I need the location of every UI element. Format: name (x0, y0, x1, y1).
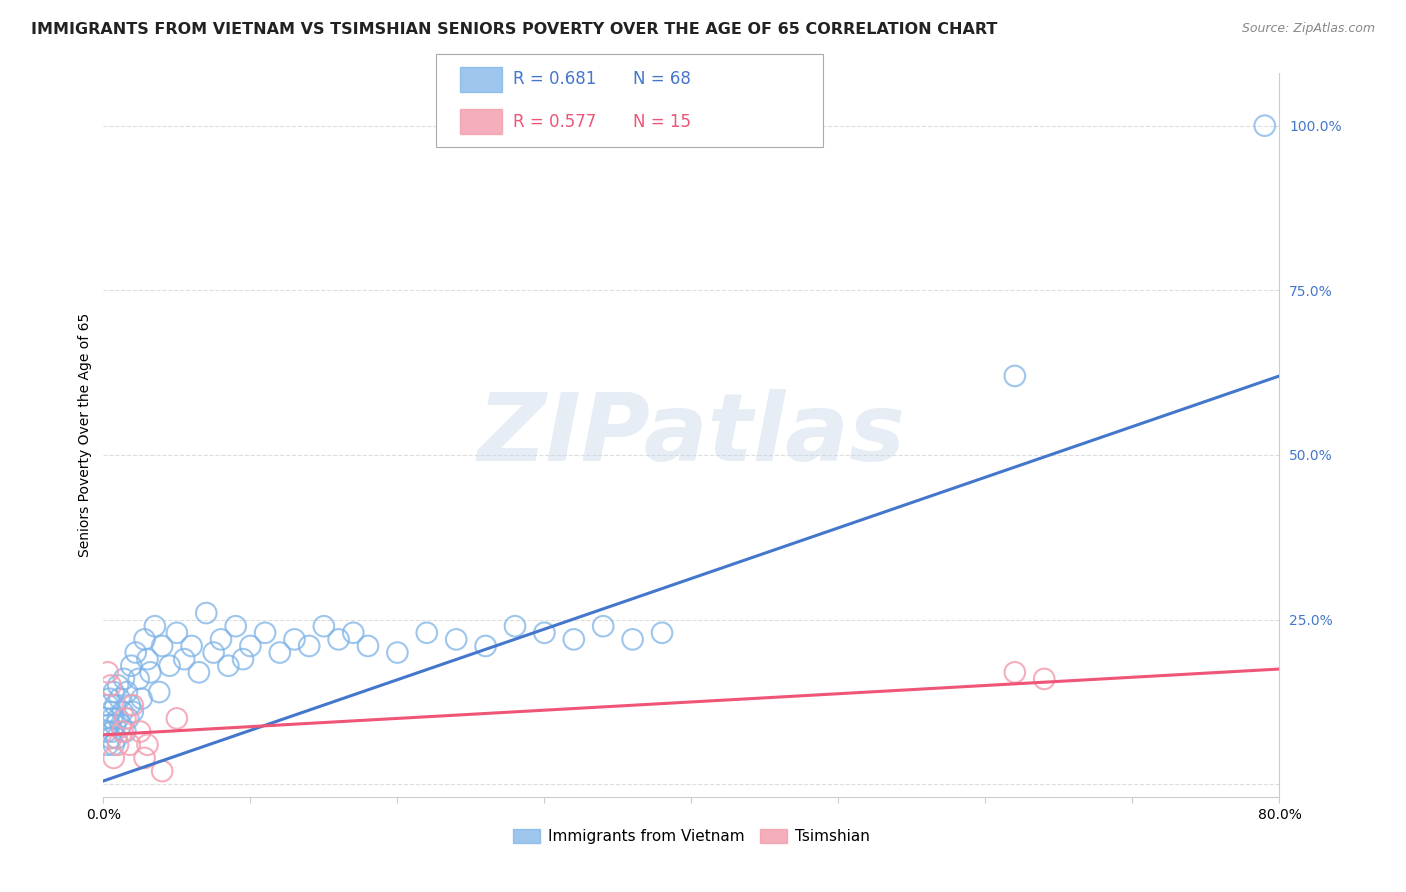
Point (134, 751, 156, 765)
Point (118, 698, 141, 713)
Point (129, 724, 152, 739)
Point (111, 724, 134, 739)
Point (357, 639, 380, 653)
Point (100, 731, 122, 746)
Point (100, 705, 122, 719)
Text: R = 0.681: R = 0.681 (513, 70, 596, 88)
Point (121, 705, 143, 719)
Point (111, 705, 134, 719)
Point (143, 619, 166, 633)
Point (1004, 665, 1026, 680)
Point (232, 652, 254, 666)
Point (187, 665, 209, 680)
Point (94, 711, 117, 725)
Point (104, 698, 127, 713)
Point (651, 625, 673, 640)
Point (136, 738, 159, 752)
Point (416, 625, 439, 640)
Point (118, 738, 141, 752)
Point (100, 678, 122, 692)
Point (387, 646, 409, 660)
Point (97, 698, 120, 713)
Text: IMMIGRANTS FROM VIETNAM VS TSIMSHIAN SENIORS POVERTY OVER THE AGE OF 65 CORRELAT: IMMIGRANTS FROM VIETNAM VS TSIMSHIAN SEN… (31, 22, 997, 37)
Y-axis label: Seniors Poverty Over the Age of 65: Seniors Poverty Over the Age of 65 (79, 313, 93, 558)
Point (114, 724, 136, 739)
Point (1033, 672, 1056, 686)
Point (1004, 368, 1026, 383)
Point (120, 658, 142, 673)
Legend: Immigrants from Vietnam, Tsimshian: Immigrants from Vietnam, Tsimshian (513, 829, 870, 844)
Point (110, 718, 132, 732)
Point (592, 619, 614, 633)
Point (269, 646, 291, 660)
Point (148, 685, 170, 699)
Point (131, 691, 153, 706)
Point (96, 724, 118, 739)
Point (114, 711, 136, 725)
Point (107, 738, 129, 752)
Point (108, 691, 131, 706)
Point (125, 646, 148, 660)
Text: N = 68: N = 68 (633, 70, 690, 88)
Point (128, 672, 150, 686)
Point (121, 698, 143, 713)
Point (107, 678, 129, 692)
Point (254, 625, 277, 640)
Point (98, 718, 121, 732)
Point (166, 625, 188, 640)
Point (166, 711, 188, 725)
Text: ZIPatlas: ZIPatlas (478, 389, 905, 481)
Point (562, 632, 585, 647)
Point (173, 652, 195, 666)
Point (101, 724, 124, 739)
Point (180, 639, 202, 653)
Point (97, 665, 120, 680)
Point (239, 639, 262, 653)
Point (342, 625, 364, 640)
Point (1254, 119, 1277, 133)
Point (134, 632, 156, 647)
Point (150, 764, 173, 778)
Point (217, 658, 239, 673)
Point (503, 619, 526, 633)
Point (474, 639, 496, 653)
Point (328, 632, 350, 647)
Point (159, 658, 181, 673)
Point (225, 619, 247, 633)
Point (621, 632, 644, 647)
Point (150, 639, 173, 653)
Point (202, 646, 225, 660)
Point (444, 632, 467, 647)
Point (98, 691, 121, 706)
Point (117, 711, 139, 725)
Point (139, 665, 162, 680)
Text: Source: ZipAtlas.com: Source: ZipAtlas.com (1241, 22, 1375, 36)
Point (101, 711, 124, 725)
Point (195, 606, 218, 620)
Point (209, 632, 232, 647)
Point (103, 738, 125, 752)
Point (105, 731, 128, 746)
Point (298, 639, 321, 653)
Point (283, 632, 305, 647)
Point (103, 751, 125, 765)
Point (136, 652, 159, 666)
Point (104, 718, 127, 732)
Point (312, 619, 335, 633)
Text: R = 0.577: R = 0.577 (513, 112, 596, 130)
Point (533, 625, 555, 640)
Point (107, 711, 129, 725)
Point (112, 672, 135, 686)
Text: N = 15: N = 15 (633, 112, 690, 130)
Point (115, 685, 138, 699)
Point (97, 738, 120, 752)
Point (103, 685, 125, 699)
